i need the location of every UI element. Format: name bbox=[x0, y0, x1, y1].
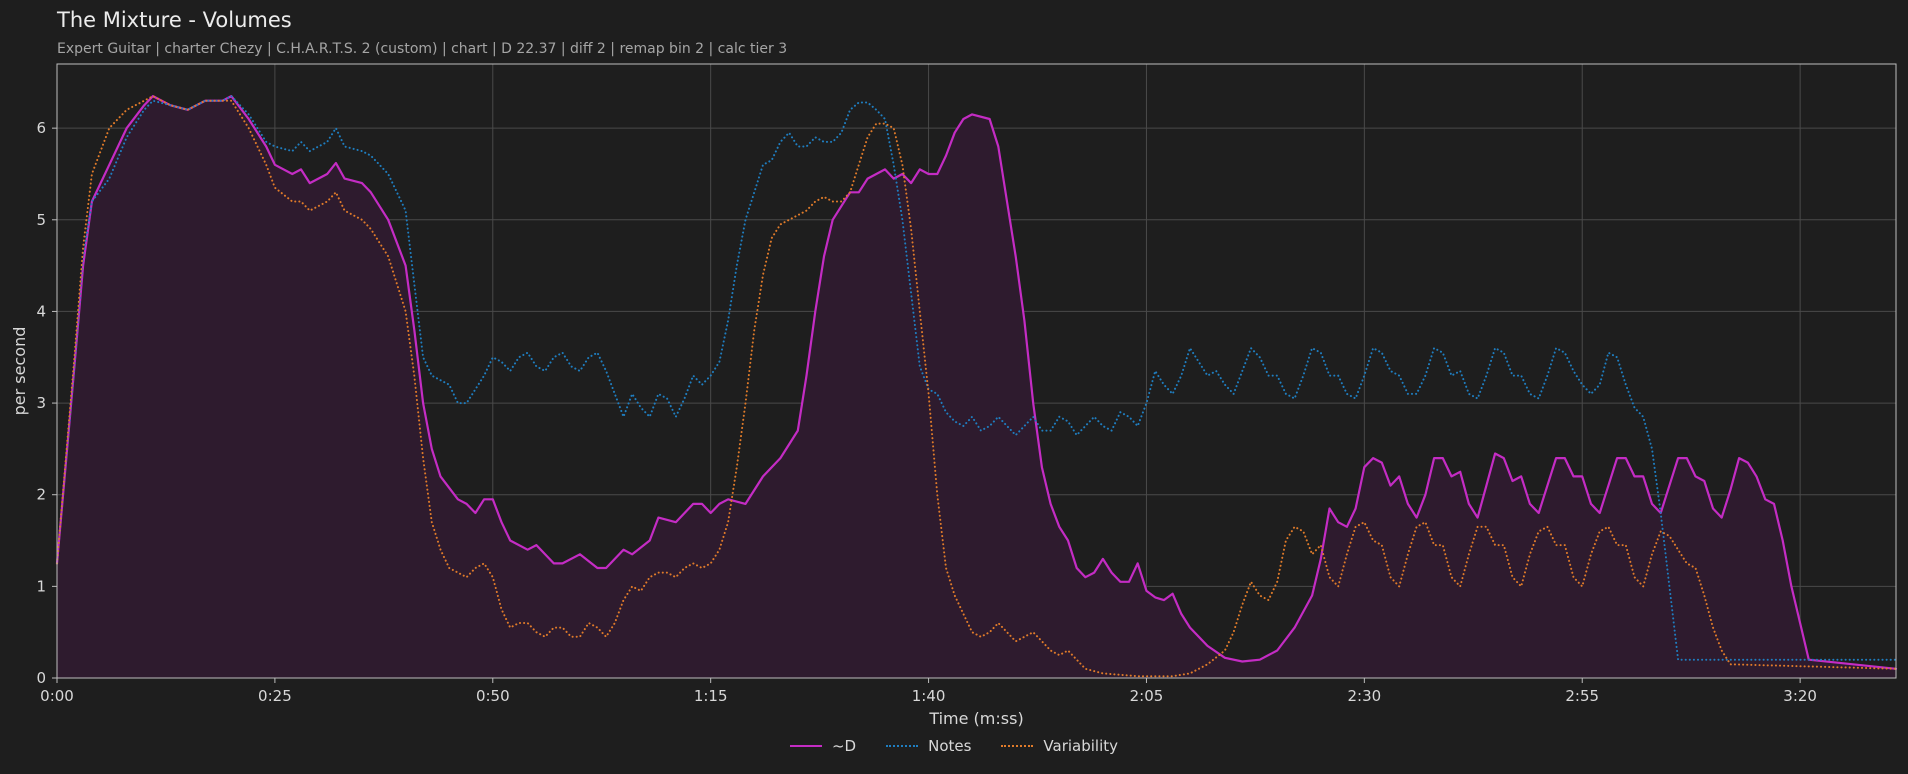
legend: ~D Notes Variability bbox=[0, 737, 1908, 755]
x-tick-label: 3:20 bbox=[1783, 687, 1817, 705]
x-tick-label: 2:05 bbox=[1130, 687, 1164, 705]
y-tick-label: 2 bbox=[36, 486, 46, 504]
legend-item: Variability bbox=[1001, 737, 1118, 755]
plot-frame bbox=[56, 63, 1897, 679]
x-axis-label: Time (m:ss) bbox=[928, 709, 1023, 728]
y-tick-label: 5 bbox=[36, 211, 46, 229]
y-tick-label: 0 bbox=[36, 669, 46, 687]
legend-swatch bbox=[789, 745, 822, 747]
legend-item: ~D bbox=[789, 737, 857, 755]
series-area-d bbox=[57, 96, 1896, 679]
legend-swatch bbox=[886, 745, 919, 747]
y-tick-label: 3 bbox=[36, 394, 46, 412]
x-tick-label: 2:30 bbox=[1348, 687, 1382, 705]
x-tick-label: 1:40 bbox=[912, 687, 946, 705]
series-line-variability bbox=[56, 95, 1897, 678]
y-axis: 0 1 2 3 4 5 6 bbox=[36, 119, 57, 687]
x-tick-label: 2:55 bbox=[1565, 687, 1599, 705]
series-area-layer bbox=[57, 96, 1896, 679]
y-tick-label: 6 bbox=[36, 119, 46, 137]
legend-label: Variability bbox=[1043, 737, 1119, 755]
y-tick-label: 1 bbox=[36, 577, 46, 595]
y-axis-label: per second bbox=[10, 327, 29, 416]
x-tick-label: 1:15 bbox=[694, 687, 728, 705]
legend-label: ~D bbox=[831, 737, 857, 755]
chart-subtitle: Expert Guitar | charter Chezy | C.H.A.R.… bbox=[57, 41, 788, 57]
series-lines-layer bbox=[55, 95, 1898, 678]
legend-item: Notes bbox=[886, 737, 971, 755]
x-tick-label: 0:50 bbox=[476, 687, 510, 705]
x-axis: 0:00 0:25 0:50 1:15 1:40 2:05 2:30 2:55 3:20 bbox=[40, 678, 1817, 705]
chart-title: The Mixture - Volumes bbox=[57, 8, 292, 32]
x-tick-label: 0:25 bbox=[258, 687, 292, 705]
series-line-d bbox=[55, 95, 1898, 670]
y-tick-label: 4 bbox=[36, 302, 46, 320]
series-line-notes bbox=[56, 95, 1897, 661]
legend-label: Notes bbox=[928, 737, 972, 755]
x-tick-label: 0:00 bbox=[40, 687, 74, 705]
legend-swatch bbox=[1001, 745, 1034, 747]
